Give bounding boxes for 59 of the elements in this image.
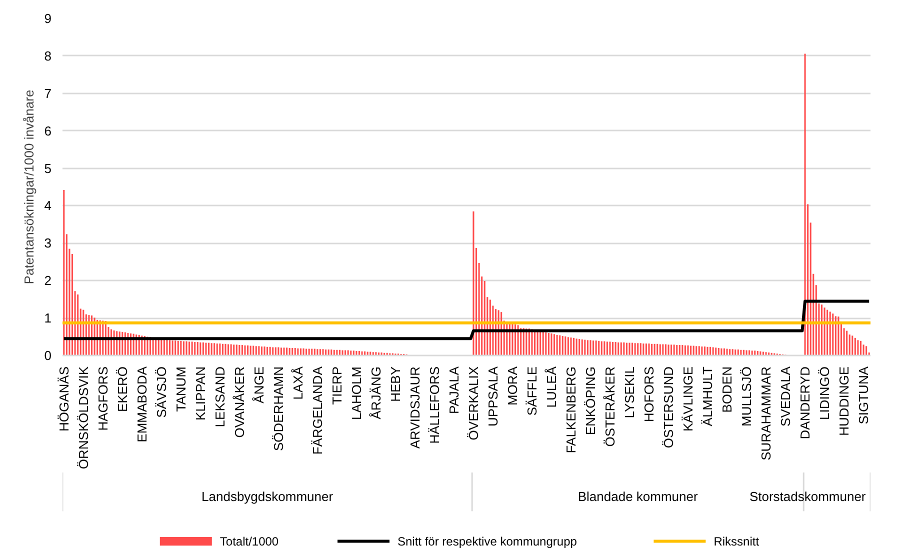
- x-tick-label: HUDDINGE: [836, 366, 852, 436]
- x-tick-label: PAJALA: [446, 366, 462, 414]
- x-tick-label: LYSEKIL: [622, 366, 637, 418]
- x-tick-label: EMMABODA: [134, 366, 150, 442]
- text: Blandade kommuner: [578, 489, 698, 504]
- text: Landsbygdskommuner: [202, 489, 334, 504]
- y-tick-label: 4: [44, 198, 52, 214]
- x-tick-label: LEKSAND: [212, 366, 228, 428]
- x-tick-label: SÄFFLE: [524, 366, 540, 416]
- text: Storstadskommuner: [749, 489, 866, 504]
- x-tick-label: ENKÖPING: [582, 366, 598, 436]
- x-tick-label: SIGTUNA: [856, 366, 872, 424]
- x-tick-label: HÖGANÄS: [56, 366, 72, 432]
- y-tick-label: 2: [44, 273, 52, 288]
- x-tick-label: FÄRGELANDA: [310, 366, 325, 455]
- x-tick-label: ÅRJÄNG: [368, 366, 384, 420]
- x-tick-label: FALKENBERG: [563, 366, 578, 454]
- x-tick-label: OVANÅKER: [232, 366, 247, 438]
- x-tick-label: KLIPPAN: [192, 366, 208, 420]
- x-tick-label: ÖRNSKÖLDSVIK: [76, 366, 91, 470]
- x-tick-label: MORA: [504, 366, 520, 406]
- x-tick-label: ÖSTERÅKER: [602, 366, 618, 447]
- y-tick-label: 5: [44, 160, 52, 176]
- x-tick-label: LAHOLM: [348, 366, 364, 420]
- x-tick-label: SVEDALA: [778, 366, 794, 426]
- y-axis-title: Patentansökningar/1000 invånare: [21, 90, 36, 284]
- y-tick-label: 0: [44, 348, 52, 363]
- x-tick-label: HAGFORS: [95, 366, 110, 431]
- x-tick-label: SÄVSJÖ: [154, 366, 169, 418]
- x-tick-label: LULEÅ: [544, 366, 559, 408]
- y-tick-label: 3: [44, 236, 52, 251]
- y-tick-label: 7: [44, 86, 52, 101]
- y-tick-label: 6: [44, 123, 52, 138]
- x-tick-label: ÖSTERSUND: [661, 366, 676, 448]
- x-tick-label: ARVIDSJAUR: [407, 366, 422, 449]
- x-tick-label: HEBY: [388, 366, 403, 402]
- x-tick-label: HÄLLEFORS: [426, 366, 442, 444]
- x-tick-label: EKERÖ: [114, 366, 130, 412]
- x-tick-label: SÖDERHAMN: [270, 366, 286, 452]
- legend-label: Rikssnitt: [714, 534, 760, 548]
- x-tick-label: MULLSJÖ: [739, 366, 754, 426]
- x-tick-label: LAXÅ: [290, 366, 306, 400]
- legend-label: Totalt/1000: [220, 534, 279, 548]
- x-tick-label: BODEN: [720, 366, 735, 413]
- x-tick-label: SURAHAMMAR: [758, 366, 774, 460]
- x-tick-label: ÄLMHULT: [700, 366, 716, 426]
- x-tick-label: TIERP: [329, 366, 344, 405]
- x-tick-label: HOFORS: [641, 366, 656, 422]
- x-tick-label: DANDERYD: [798, 366, 813, 440]
- y-tick-label: 8: [44, 48, 52, 64]
- x-tick-label: LIDINGÖ: [817, 366, 832, 420]
- x-tick-label: UPPSALA: [485, 366, 500, 426]
- y-tick-label: 9: [44, 11, 52, 26]
- legend-label: Snitt för respektive kommungrupp: [398, 534, 578, 548]
- x-tick-label: ÖVERKALIX: [466, 366, 481, 440]
- x-tick-label: KÄVLINGE: [680, 366, 696, 432]
- y-tick-label: 1: [44, 310, 52, 326]
- x-tick-label: ÅNGE: [251, 366, 266, 404]
- x-tick-label: TANUM: [173, 366, 188, 412]
